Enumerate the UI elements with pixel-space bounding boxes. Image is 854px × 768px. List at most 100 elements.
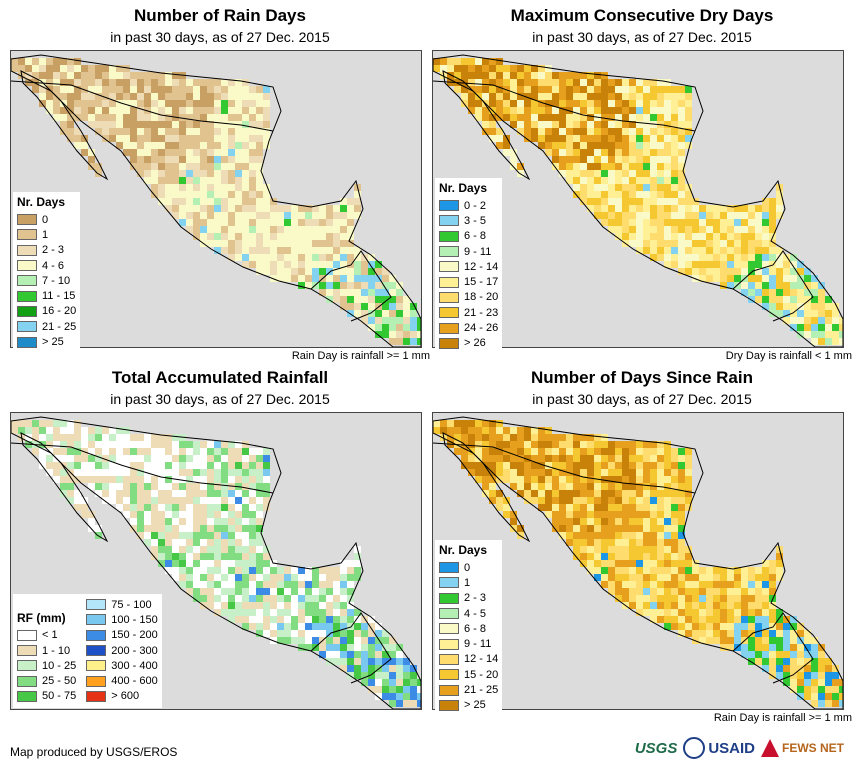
legend-item: 6 - 8 [439, 621, 498, 636]
map-svg [433, 416, 843, 709]
legend-swatch [86, 629, 107, 641]
panel-note: Rain Day is rainfall >= 1 mm [291, 350, 430, 362]
legend-item: 6 - 8 [439, 229, 498, 244]
legend-item: 0 [439, 560, 498, 575]
legend-label: 9 - 11 [464, 638, 492, 651]
legend-swatch [86, 599, 107, 611]
logo-strip: USGS USAID FEWS NET [635, 737, 844, 759]
legend-label: 4 - 5 [464, 607, 487, 620]
panel-since-rain: Number of Days Since Rain in past 30 day… [432, 368, 852, 724]
central-america-borders [310, 612, 392, 684]
usgs-logo: USGS [634, 739, 678, 757]
legend-item: 0 - 2 [439, 198, 498, 213]
legend-title: RF (mm) [17, 610, 66, 625]
panel-title: Number of Rain Days [134, 6, 306, 25]
legend-label: 15 - 17 [464, 276, 499, 289]
legend-swatch [17, 629, 37, 641]
panel-title: Total Accumulated Rainfall [111, 368, 329, 387]
legend-title: Nr. Days [439, 181, 488, 195]
legend-swatch [439, 246, 459, 258]
legend-label: 7 - 10 [42, 274, 71, 287]
legend-item: 2 - 3 [439, 591, 498, 606]
legend-label: 24 - 26 [464, 322, 499, 335]
legend-item: 0 [17, 212, 76, 227]
map-svg [11, 416, 421, 709]
legend-item: 25 - 50 [17, 673, 76, 688]
legend-label: 6 - 8 [464, 230, 487, 243]
legend-label: > 25 [464, 699, 486, 712]
legend-label: 50 - 75 [42, 690, 77, 703]
legend-swatch [439, 653, 459, 665]
legend-item: 21 - 25 [17, 319, 76, 334]
usaid-logo: USAID [683, 737, 755, 759]
legend-label: 1 [42, 228, 49, 241]
legend-label: 2 - 3 [42, 244, 65, 257]
panel-title: Maximum Consecutive Dry Days [510, 6, 774, 25]
legend-label: 12 - 14 [464, 260, 499, 273]
legend-swatch [439, 337, 459, 349]
legend-swatch [17, 305, 37, 317]
legend-swatch [439, 261, 459, 273]
fews-net-icon [761, 739, 779, 757]
legend-label: 25 - 50 [42, 675, 77, 688]
coastline [11, 54, 421, 347]
legend-swatch [86, 690, 107, 702]
coastline [11, 416, 421, 709]
map-svg [433, 54, 843, 347]
legend-item: > 26 [439, 336, 498, 351]
panel-rainfall: Total Accumulated Rainfall in past 30 da… [10, 368, 430, 723]
fews-net-logo: FEWS NET [761, 739, 844, 757]
legend-label: 200 - 300 [111, 644, 158, 657]
legend-item: 300 - 400 [86, 658, 158, 673]
legend-label: 16 - 20 [42, 305, 77, 318]
fews-net-logo-text: FEWS NET [782, 741, 844, 755]
legend-item: < 1 [17, 628, 76, 643]
coastline [433, 416, 843, 709]
legend-item: 4 - 5 [439, 606, 498, 621]
legend-item: > 25 [17, 334, 76, 349]
legend-item: 9 - 11 [439, 636, 498, 651]
legend-item: 1 - 10 [17, 643, 76, 658]
legend-label: 9 - 11 [464, 245, 492, 258]
legend-item: 1 [439, 575, 498, 590]
legend-item: 15 - 20 [439, 667, 498, 682]
legend-title: Nr. Days [17, 195, 66, 209]
us-mexico-border [433, 442, 696, 494]
legend-item: 10 - 25 [17, 658, 76, 673]
panel-subtitle: in past 30 days, as of 27 Dec. 2015 [532, 29, 752, 45]
legend-swatch [439, 699, 459, 711]
legend-label: 0 [464, 561, 471, 574]
central-america-borders [310, 250, 392, 322]
legend-label: 0 [42, 213, 49, 226]
legend-label: 1 - 10 [42, 644, 71, 657]
legend-item: 100 - 150 [86, 612, 158, 627]
panel-note: Dry Day is rainfall < 1 mm [725, 350, 852, 362]
usaid-logo-text: USAID [708, 739, 755, 757]
legend-since-rain: Nr. Days 0 1 2 - 3 4 - 5 6 - 8 9 - 11 12 - 14 1… [435, 540, 503, 717]
coastline [442, 70, 531, 181]
legend-swatch [86, 645, 107, 657]
legend-item: 15 - 17 [439, 274, 498, 289]
legend-label: > 26 [464, 337, 486, 350]
legend-label: 21 - 25 [42, 320, 77, 333]
legend-swatch [86, 614, 107, 626]
legend-label: 75 - 100 [111, 598, 152, 611]
legend-label: 1 [464, 576, 471, 589]
map-svg [11, 54, 421, 347]
panel-rain-days: Number of Rain Days in past 30 days, as … [10, 6, 430, 362]
legend-label: 21 - 23 [464, 306, 499, 319]
legend-item: 200 - 300 [86, 643, 158, 658]
legend-item: 50 - 75 [17, 689, 76, 704]
legend-swatch [439, 608, 459, 620]
coastline [20, 432, 109, 543]
legend-swatch [439, 669, 459, 681]
legend-item: 7 - 10 [17, 273, 76, 288]
coastline [433, 54, 843, 347]
legend-label: < 1 [42, 629, 58, 642]
legend-label: 4 - 6 [42, 259, 65, 272]
legend-swatch [17, 321, 37, 333]
panel-note: Rain Day is rainfall >= 1 mm [713, 712, 852, 724]
legend-swatch [17, 214, 37, 226]
legend-swatch [439, 276, 459, 288]
legend-swatch [439, 230, 459, 242]
